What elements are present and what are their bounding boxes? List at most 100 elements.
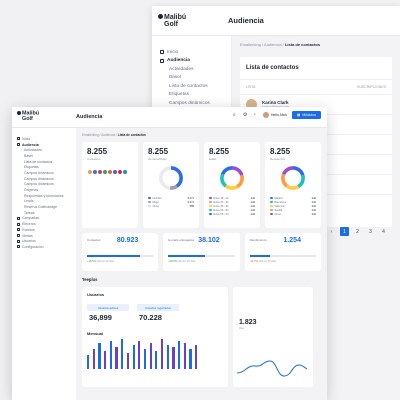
sidebar-item-8[interactable]: Campos dinámicos: [17, 182, 76, 188]
topbar: Malibú Golf Audiencia ⌕ ⚙ ◔ Hello,Nick ▦…: [12, 107, 327, 128]
sidebar-item-label: Campos dinámicos: [169, 100, 210, 106]
main-content: Emailerking / Audiencia / Lista de conta…: [76, 128, 327, 400]
sidebar-item-15[interactable]: Eleceros: [17, 221, 76, 227]
line-card: 1.823 Usu: [233, 287, 313, 387]
kpi-value: 80.923: [116, 237, 139, 244]
sidebar-item-label: Eventos: [22, 227, 35, 232]
sidebar-item-0[interactable]: Inicio: [17, 136, 76, 142]
sidebar-item-label: Inicio: [167, 49, 179, 55]
sidebar-item-13[interactable]: Tareas: [17, 210, 76, 216]
sidebar-item-label: Campos dinámicos: [24, 176, 54, 181]
avatar: [122, 169, 128, 175]
sidebar-item-9[interactable]: Origenes: [17, 187, 76, 193]
sidebar-item-5[interactable]: Etiquetas: [160, 91, 231, 100]
sidebar-item-label: Audiencia: [167, 58, 190, 64]
bar: [104, 351, 107, 369]
sidebar-item-10[interactable]: Respuestas y formularios: [17, 193, 76, 199]
bar: [126, 353, 129, 369]
sidebar-item-label: Etiquetas: [24, 165, 39, 170]
sidebar-item-0[interactable]: Inicio: [160, 48, 231, 57]
bar: [166, 345, 169, 369]
kpi-label: E-mails entregados: [168, 238, 195, 242]
page-2[interactable]: 2: [356, 228, 359, 235]
page-3[interactable]: 3: [369, 228, 372, 235]
sidebar-item-4[interactable]: Lista de contactos: [160, 82, 231, 91]
sidebar-item-6[interactable]: Campos dinámicos: [160, 99, 231, 108]
gender-donut-chart: [159, 166, 183, 190]
residence-legend: Madrid 442 Barcelona 442 Valencia 442 Sevil…: [270, 196, 316, 216]
sidebar-item-12[interactable]: Reserva Golfmanage: [17, 204, 76, 210]
sidebar-item-19[interactable]: Configuración: [17, 244, 76, 250]
user-menu[interactable]: Hello,Nick: [262, 112, 287, 118]
settings-icon[interactable]: ⚙: [242, 111, 248, 118]
back-logo: Malibú Golf: [152, 14, 188, 28]
nav-icon: [17, 143, 20, 147]
kpi-progress: [249, 255, 316, 257]
nav-icon: [17, 234, 20, 238]
logo-mark-icon: [17, 111, 21, 116]
sidebar-item-3[interactable]: Básel: [160, 74, 231, 83]
nav-icon: [17, 222, 20, 226]
kpi-row: Contactos 80.923 +18,5% últimos 30 días E-m…: [82, 233, 321, 271]
sidebar-item-18[interactable]: Usuarios: [17, 238, 76, 244]
registered-users-box: Usuarios registrados 70.228: [137, 304, 179, 322]
sidebar-item-11[interactable]: Leads: [17, 199, 76, 205]
sidebar-item-14[interactable]: Campañas: [17, 216, 76, 222]
sidebar-item-label: Lista de contactos: [169, 83, 208, 89]
bar: [109, 341, 112, 369]
sidebar-item-1[interactable]: Audiencia: [160, 57, 231, 66]
age-donut-chart: [220, 166, 244, 190]
users-card: Usuarios Usuarios activos 36,899 Usuario…: [82, 287, 228, 387]
section-title: Teeplus: [82, 277, 98, 282]
active-users-box: Usuarios activos 36,899: [87, 304, 129, 322]
nav-icon: [160, 50, 164, 55]
nav-icon: [17, 245, 20, 249]
sidebar-item-7[interactable]: Campos dinámicos: [17, 176, 76, 182]
bar: [160, 339, 164, 369]
sidebar: Inicio Audiencia Actividades Básel Lista de …: [12, 128, 76, 400]
page-title: Audiencia: [76, 114, 103, 120]
sidebar-item-4[interactable]: Lista de contactos: [17, 159, 76, 165]
page-1[interactable]: 1: [340, 227, 349, 236]
stat-card-age: 8.255 Edad Entre 18 - 24 442 Entre 25 - 3…: [204, 142, 260, 228]
logo-mark-icon: [158, 14, 163, 20]
bar: [132, 345, 135, 369]
sidebar-item-6[interactable]: Campos dinámicos: [17, 170, 76, 176]
gender-legend: Hombre 3.271 Mujer 3.271 Otros 386: [148, 196, 194, 208]
sidebar-item-label: Origenes: [24, 188, 39, 193]
stat-card-residence: 8.255 Residencia Madrid 442 Barcelona 442 …: [265, 142, 321, 228]
sidebar-item-2[interactable]: Actividades: [17, 147, 76, 153]
page-4[interactable]: 4: [382, 228, 385, 235]
modules-button[interactable]: ▦ Módulos: [292, 111, 321, 119]
sidebar-item-2[interactable]: Actividades: [160, 65, 231, 74]
sidebar-item-1[interactable]: Audiencia: [17, 142, 76, 148]
sidebar-item-label: Ventas: [22, 233, 33, 238]
logo: Malibú Golf: [12, 111, 60, 122]
kpi-card: E-mails entregados 38.102 +18,5% últimos 3…: [163, 233, 240, 271]
sidebar-item-3[interactable]: Básel: [17, 153, 76, 159]
bar: [155, 351, 158, 369]
sidebar-item-17[interactable]: Ventas: [17, 233, 76, 239]
kpi-label: Rendimiento: [249, 238, 267, 242]
sidebar-item-16[interactable]: Eventos: [17, 227, 76, 233]
sidebar-item-label: Respuestas y formularios: [24, 193, 64, 198]
sidebar-item-label: Usuarios: [22, 239, 36, 244]
sidebar-item-label: Básel: [24, 153, 33, 158]
monthly-label: Mensual: [87, 331, 104, 336]
prev-page-icon[interactable]: ‹: [330, 228, 333, 235]
sidebar-item-label: Campos dinámicos: [24, 170, 54, 175]
bar: [172, 347, 175, 369]
sidebar-item-label: Eleceros: [22, 222, 36, 227]
notification-icon[interactable]: ◔: [252, 111, 256, 118]
avatar: [262, 112, 269, 118]
nav-icon: [17, 137, 20, 141]
nav-icon: [17, 239, 20, 243]
search-icon[interactable]: ⌕: [232, 111, 236, 118]
sidebar-item-5[interactable]: Etiquetas: [17, 164, 76, 170]
bar: [115, 347, 118, 369]
sidebar-item-label: Actividades: [169, 66, 194, 72]
bar: [92, 349, 95, 369]
kpi-value: 1.254: [283, 237, 301, 244]
kpi-value: 38.102: [198, 237, 220, 244]
bar: [195, 345, 198, 369]
